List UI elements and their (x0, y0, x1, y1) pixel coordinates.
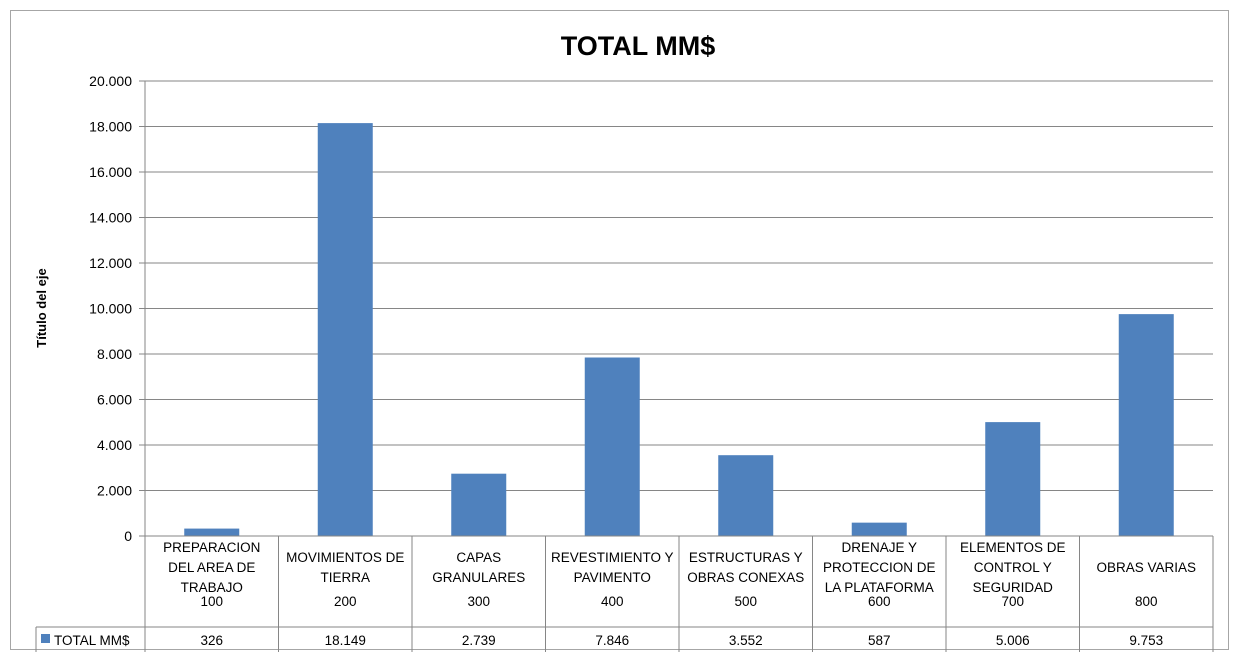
data-table-value: 5.006 (996, 633, 1030, 648)
bars (184, 123, 1174, 536)
y-tick-label: 0 (124, 528, 132, 544)
data-table-value: 587 (868, 633, 891, 648)
category-code: 300 (467, 594, 490, 609)
gridlines (139, 80, 1213, 537)
category-label: TIERRA (320, 570, 370, 585)
category-code: 400 (601, 594, 624, 609)
y-tick-label: 10.000 (89, 301, 132, 317)
bar (584, 357, 640, 536)
bar (317, 123, 373, 536)
data-table-value: 3.552 (729, 633, 763, 648)
category-label: PAVIMENTO (574, 570, 651, 585)
category-label: REVESTIMIENTO Y (551, 550, 674, 565)
y-tick-label: 8.000 (97, 346, 132, 362)
bar (985, 422, 1041, 536)
category-code: 100 (200, 594, 223, 609)
category-label: ESTRUCTURAS Y (689, 550, 803, 565)
y-axis-ticks: 0 2.000 4.000 6.000 8.000 10.000 12.000 14.000 1… (89, 73, 132, 544)
legend-swatch (41, 634, 50, 643)
category-code: 200 (334, 594, 357, 609)
category-label: PROTECCION DE (823, 560, 936, 575)
bar (184, 528, 240, 536)
category-label: LA PLATAFORMA (825, 580, 934, 595)
category-label: ELEMENTOS DE (960, 540, 1066, 555)
y-tick-label: 14.000 (89, 210, 132, 226)
category-label: SEGURIDAD (973, 580, 1054, 595)
category-code: 800 (1135, 594, 1158, 609)
bar (1118, 314, 1174, 536)
category-label: OBRAS VARIAS (1096, 560, 1196, 575)
y-tick-label: 12.000 (89, 255, 132, 271)
data-table-value: 2.739 (462, 633, 496, 648)
bar (718, 455, 774, 536)
y-tick-label: 20.000 (89, 73, 132, 89)
data-table-value: 7.846 (595, 633, 629, 648)
y-tick-label: 6.000 (97, 392, 132, 408)
y-tick-label: 4.000 (97, 437, 132, 453)
data-table-value: 18.149 (325, 633, 366, 648)
data-table-value: 326 (200, 633, 223, 648)
y-tick-label: 2.000 (97, 483, 132, 499)
category-label: CAPAS (456, 550, 501, 565)
y-tick-label: 16.000 (89, 164, 132, 180)
chart-frame (10, 10, 1229, 650)
category-code: 500 (734, 594, 757, 609)
chart-title: TOTAL MM$ (561, 31, 716, 61)
legend-label: TOTAL MM$ (54, 633, 130, 648)
category-label: GRANULARES (432, 570, 525, 585)
category-label: DEL AREA DE (168, 560, 255, 575)
category-label: TRABAJO (181, 580, 243, 595)
category-code: 600 (868, 594, 891, 609)
data-table-value: 9.753 (1129, 633, 1163, 648)
category-label: PREPARACION (163, 540, 260, 555)
category-label: CONTROL Y (974, 560, 1052, 575)
category-label: MOVIMIENTOS DE (286, 550, 404, 565)
category-label: DRENAJE Y (841, 540, 917, 555)
y-axis-title: Título del eje (34, 268, 49, 347)
bar (851, 522, 907, 536)
y-tick-label: 18.000 (89, 119, 132, 135)
category-label: OBRAS CONEXAS (687, 570, 804, 585)
bar (451, 473, 507, 536)
category-code: 700 (1001, 594, 1024, 609)
